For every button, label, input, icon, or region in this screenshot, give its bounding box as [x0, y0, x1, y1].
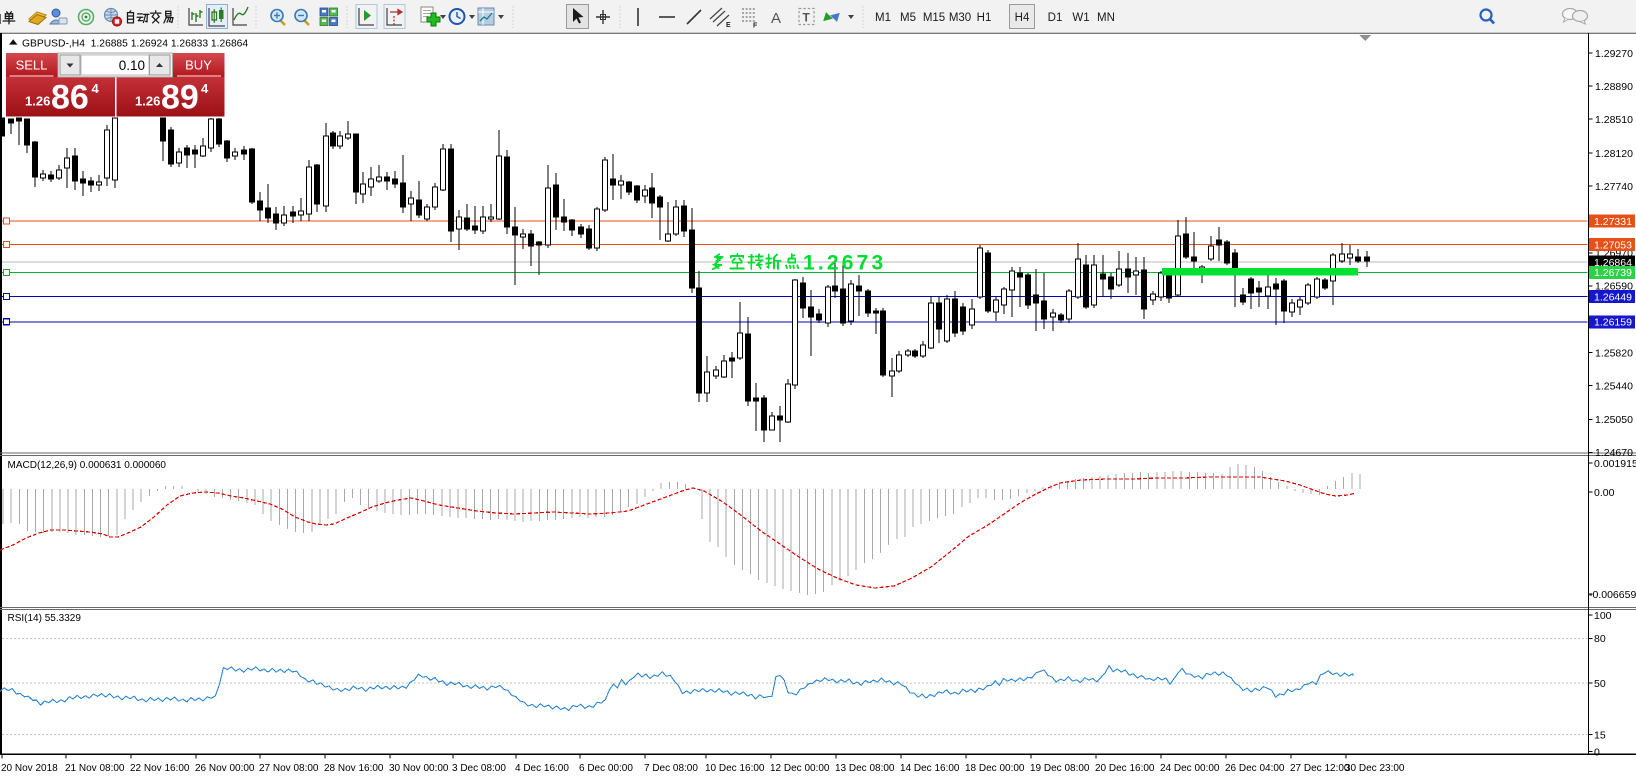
svg-text:1.26449: 1.26449	[1594, 291, 1632, 303]
svg-text:3 Dec 08:00: 3 Dec 08:00	[452, 763, 506, 774]
svg-text:0.00: 0.00	[1594, 487, 1615, 499]
svg-text:28 Nov 16:00: 28 Nov 16:00	[324, 763, 384, 774]
svg-text:0.001915: 0.001915	[1594, 458, 1636, 470]
svg-text:1.26159: 1.26159	[1594, 317, 1632, 329]
svg-text:26 Nov 00:00: 26 Nov 00:00	[195, 763, 255, 774]
svg-text:4: 4	[92, 81, 100, 96]
svg-text:T: T	[803, 11, 811, 25]
svg-text:W1: W1	[1072, 12, 1089, 24]
svg-text:SELL: SELL	[16, 58, 48, 73]
svg-text:1.27053: 1.27053	[1594, 239, 1632, 251]
svg-text:1.26739: 1.26739	[1594, 267, 1632, 279]
svg-text:26 Dec 04:00: 26 Dec 04:00	[1225, 763, 1285, 774]
svg-text:86: 86	[51, 79, 89, 117]
svg-text:20 Dec 16:00: 20 Dec 16:00	[1095, 763, 1155, 774]
svg-text:21 Nov 08:00: 21 Nov 08:00	[65, 763, 125, 774]
svg-text:19 Dec 08:00: 19 Dec 08:00	[1030, 763, 1090, 774]
svg-text:27 Nov 08:00: 27 Nov 08:00	[259, 763, 319, 774]
svg-text:1.28120: 1.28120	[1595, 148, 1633, 160]
svg-text:89: 89	[161, 79, 199, 117]
svg-text:RSI(14) 55.3329: RSI(14) 55.3329	[8, 613, 82, 624]
svg-text:M15: M15	[923, 12, 945, 24]
svg-text:1.26: 1.26	[25, 94, 50, 109]
svg-text:1.26864: 1.26864	[1594, 257, 1632, 269]
svg-text:24 Dec 00:00: 24 Dec 00:00	[1160, 763, 1220, 774]
svg-text:6 Dec 00:00: 6 Dec 00:00	[579, 763, 633, 774]
svg-text:30 Nov 00:00: 30 Nov 00:00	[389, 763, 449, 774]
svg-text:0: 0	[1594, 746, 1600, 758]
svg-text:4 Dec 16:00: 4 Dec 16:00	[515, 763, 569, 774]
svg-text:22 Nov 16:00: 22 Nov 16:00	[130, 763, 190, 774]
svg-text:7 Dec 08:00: 7 Dec 08:00	[644, 763, 698, 774]
svg-text:H4: H4	[1015, 12, 1030, 24]
svg-text:13 Dec 08:00: 13 Dec 08:00	[835, 763, 895, 774]
svg-text:12 Dec 00:00: 12 Dec 00:00	[770, 763, 830, 774]
svg-text:A: A	[771, 10, 781, 27]
svg-text:BUY: BUY	[185, 58, 212, 73]
svg-text:50: 50	[1594, 678, 1606, 690]
svg-text:1.28890: 1.28890	[1595, 81, 1633, 93]
svg-text:30 Dec 23:00: 30 Dec 23:00	[1345, 763, 1405, 774]
svg-text:GBPUSD-,H4 1.26885 1.26924 1.: GBPUSD-,H4 1.26885 1.26924 1.26833 1.268…	[22, 39, 248, 50]
svg-text:1.25440: 1.25440	[1595, 380, 1633, 392]
svg-text:0.10: 0.10	[119, 58, 145, 73]
svg-text:M30: M30	[949, 12, 971, 24]
svg-text:1.24670: 1.24670	[1595, 447, 1633, 459]
svg-text:10 Dec 16:00: 10 Dec 16:00	[705, 763, 765, 774]
svg-text:1.28510: 1.28510	[1595, 114, 1633, 126]
svg-text:1.2673: 1.2673	[803, 252, 886, 275]
svg-text:MN: MN	[1097, 12, 1115, 24]
svg-text:1.26: 1.26	[135, 94, 160, 109]
svg-text:1.26590: 1.26590	[1595, 281, 1633, 293]
svg-text:4: 4	[201, 81, 209, 96]
svg-text:H1: H1	[977, 12, 992, 24]
svg-text:MACD(12,26,9) 0.000631 0.00006: MACD(12,26,9) 0.000631 0.000060	[8, 460, 167, 471]
svg-text:1.29270: 1.29270	[1595, 48, 1633, 60]
svg-text:F: F	[753, 23, 758, 30]
svg-text:18 Dec 00:00: 18 Dec 00:00	[965, 763, 1025, 774]
svg-text:15: 15	[1594, 729, 1606, 741]
svg-text:80: 80	[1594, 633, 1606, 645]
svg-text:E: E	[726, 22, 731, 29]
svg-text:1.25050: 1.25050	[1595, 414, 1633, 426]
svg-text:20 Nov 2018: 20 Nov 2018	[1, 763, 58, 774]
svg-text:1.27740: 1.27740	[1595, 181, 1633, 193]
svg-text:M1: M1	[875, 12, 891, 24]
svg-text:-0.006659: -0.006659	[1589, 589, 1636, 601]
svg-text:1.25820: 1.25820	[1595, 347, 1633, 359]
svg-text:14 Dec 16:00: 14 Dec 16:00	[900, 763, 960, 774]
svg-text:27 Dec 12:00: 27 Dec 12:00	[1290, 763, 1350, 774]
svg-text:D1: D1	[1048, 12, 1063, 24]
svg-text:M5: M5	[900, 12, 916, 24]
svg-text:100: 100	[1594, 610, 1612, 622]
svg-text:1.27331: 1.27331	[1594, 216, 1632, 228]
